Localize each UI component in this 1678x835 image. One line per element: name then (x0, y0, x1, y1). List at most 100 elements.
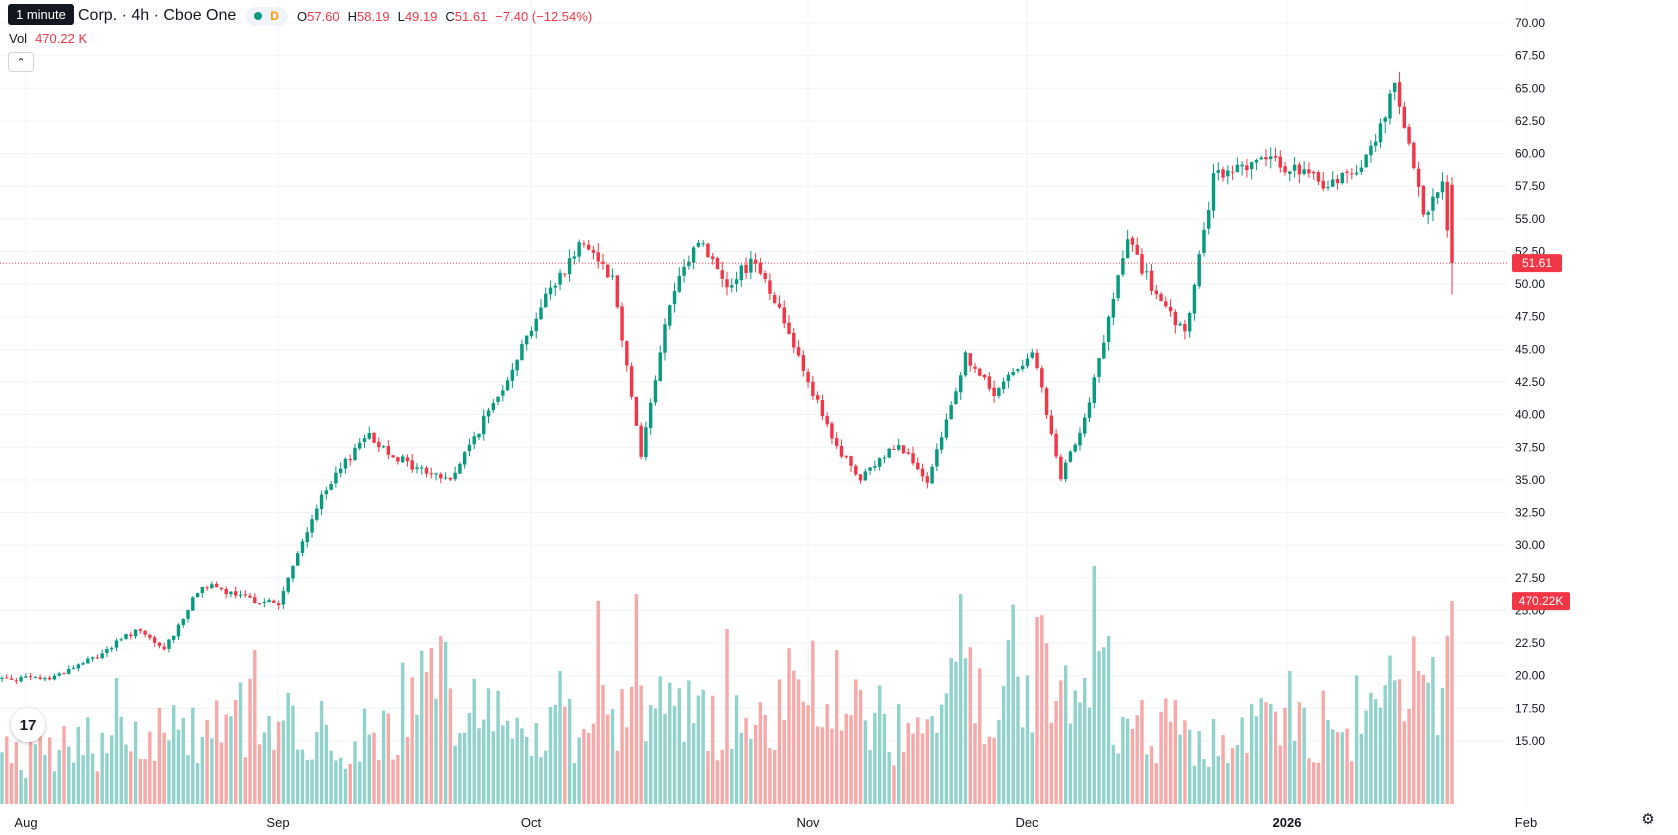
volume-bar (701, 689, 705, 804)
volume-bar (296, 749, 300, 804)
volume-bar (229, 716, 233, 804)
candle-body (792, 332, 796, 348)
candle-body (830, 423, 834, 439)
candle-body (214, 583, 219, 588)
volume-bar (610, 709, 615, 804)
volume-bar (1192, 765, 1197, 804)
candle-body (319, 494, 324, 509)
candle-body (1006, 374, 1011, 382)
candle-body (1173, 311, 1178, 326)
volume-bar (625, 727, 629, 804)
volume-bar (133, 721, 138, 804)
candle-body (286, 577, 290, 592)
volume-bar (410, 677, 414, 804)
candle-body (1211, 173, 1216, 211)
candle-body (296, 553, 300, 566)
candle-body (176, 624, 181, 637)
volume-bar (1221, 735, 1225, 804)
candle-body (1068, 451, 1073, 462)
volume-bar (9, 763, 14, 804)
volume-bar (644, 741, 648, 804)
tradingview-logo-icon[interactable]: 17 (11, 708, 45, 742)
candle-body (124, 634, 128, 639)
volume-bar (820, 727, 825, 804)
collapse-legend-button[interactable]: ⌃ (8, 52, 34, 72)
volume-bar (734, 695, 739, 804)
low-label: L (397, 8, 405, 24)
last-price-badge: 51.61 (1512, 254, 1562, 273)
candle-body (1207, 210, 1211, 229)
candle-body (1216, 170, 1220, 173)
candle-body (534, 318, 538, 332)
candle-body (496, 396, 500, 402)
candle-body (510, 369, 515, 381)
candle-body (1149, 270, 1154, 291)
volume-legend[interactable]: Vol 470.22 K (9, 31, 87, 46)
time-axis[interactable]: Aug Sep Oct Nov Dec 2026 Feb (14, 815, 1537, 830)
volume-bar (1125, 718, 1130, 804)
candle-body (1240, 164, 1244, 167)
candle-body (949, 405, 953, 420)
candle-body (5, 677, 9, 679)
candle-body (653, 380, 658, 403)
candle-body (544, 293, 548, 308)
candle-body (563, 273, 567, 275)
candle-body (868, 467, 872, 471)
volume-bar (195, 763, 200, 804)
volume-bar (1407, 708, 1411, 804)
volume-bar (520, 728, 524, 804)
volume-bar (109, 735, 114, 804)
candle-body (1106, 316, 1111, 343)
volume-bar (214, 700, 219, 804)
volume-bar (248, 678, 252, 804)
candle-body (677, 275, 682, 292)
volume-bar (1249, 703, 1254, 804)
candle-body (634, 396, 639, 426)
candle-body (38, 677, 42, 679)
volume-bar (238, 682, 243, 804)
candle-body (648, 402, 653, 428)
candle-body (1001, 381, 1006, 390)
candle-body (420, 467, 424, 469)
price-tick-label: 17.50 (1515, 701, 1545, 715)
volume-bar (67, 746, 71, 804)
gear-icon[interactable]: ⚙ (1641, 811, 1655, 828)
symbol-legend[interactable]: Corp. · 4h · Cboe One D O57.60 H58.19 L4… (8, 6, 592, 26)
candle-body (553, 285, 558, 288)
volume-bar (210, 738, 214, 804)
candle-body (1388, 93, 1392, 119)
volume-bar (1116, 753, 1120, 804)
candle-body (701, 243, 705, 245)
market-status[interactable]: D (246, 6, 287, 26)
volume-bar (1383, 685, 1387, 804)
candle-body (338, 468, 343, 474)
volume-bar (171, 705, 176, 804)
candle-body (1025, 358, 1030, 366)
symbol-title[interactable]: Corp. · 4h · Cboe One (78, 7, 237, 24)
volume-bar (925, 719, 930, 804)
candle-body (210, 584, 214, 589)
candle-body (267, 600, 271, 602)
volume-bar (1154, 763, 1158, 804)
candle-body (119, 639, 123, 641)
volume-bar (1145, 754, 1149, 804)
candle-body (706, 243, 710, 258)
candle-body (1159, 293, 1163, 302)
candle-body (572, 256, 577, 259)
candle-body (200, 587, 205, 593)
candle-body (1450, 184, 1454, 264)
price-tick-label: 22.50 (1515, 636, 1545, 650)
candle-body (434, 473, 438, 475)
candle-body (14, 680, 19, 682)
candle-body (1116, 275, 1120, 299)
candle-body (982, 374, 987, 378)
volume-bar (1059, 680, 1063, 804)
volume-bar (696, 695, 701, 804)
candle-body (1087, 402, 1092, 418)
candle-body (1168, 306, 1173, 312)
candle-body (396, 457, 400, 462)
candle-body (1073, 444, 1077, 452)
price-axis[interactable]: 70.0067.5065.0062.5060.0057.5055.0052.50… (1515, 16, 1545, 748)
candle-body (777, 303, 782, 308)
